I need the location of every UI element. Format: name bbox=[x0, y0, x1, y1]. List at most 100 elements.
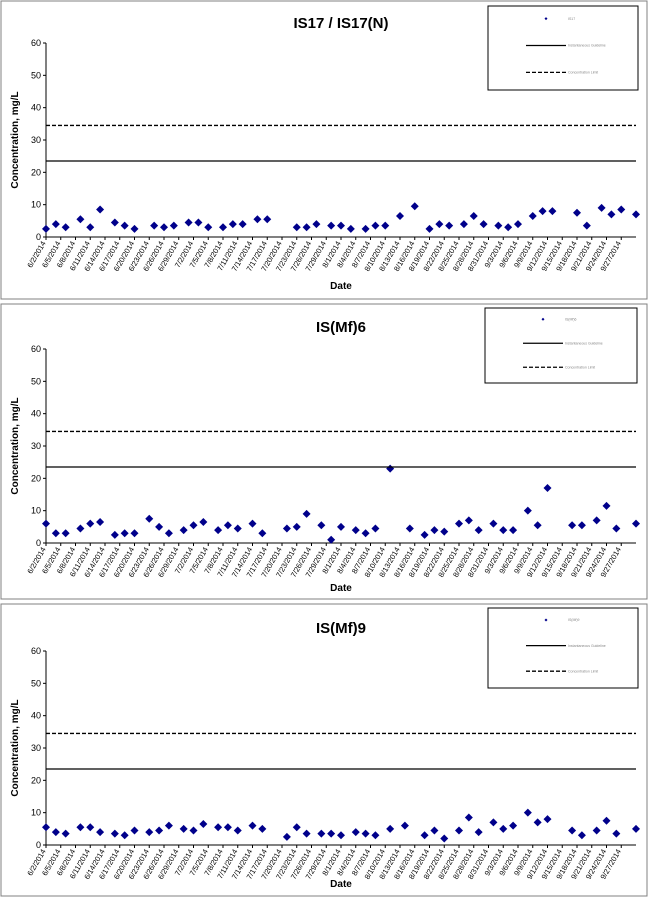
data-point bbox=[76, 524, 85, 533]
data-point bbox=[164, 821, 173, 830]
data-point bbox=[214, 526, 223, 535]
legend-box bbox=[487, 5, 639, 91]
chart-title: IS(Mf)6 bbox=[316, 319, 366, 336]
data-point bbox=[110, 218, 119, 227]
data-point bbox=[223, 521, 232, 530]
data-point bbox=[337, 522, 345, 531]
legend-marker bbox=[544, 618, 548, 622]
data-point bbox=[445, 221, 454, 230]
data-point bbox=[194, 218, 203, 227]
data-point bbox=[61, 829, 70, 838]
data-point bbox=[120, 831, 129, 840]
data-point bbox=[425, 224, 434, 233]
y-tick-label: 30 bbox=[31, 135, 41, 145]
legend-label: IS(Mf)6 bbox=[565, 317, 577, 321]
data-point bbox=[337, 831, 345, 840]
data-point bbox=[400, 821, 409, 830]
y-axis-title: Concentration, mg/L bbox=[10, 397, 21, 494]
y-tick-label: 10 bbox=[31, 506, 41, 516]
data-point bbox=[538, 207, 547, 216]
x-axis-title: Date bbox=[330, 281, 352, 292]
data-point bbox=[302, 223, 311, 232]
data-point bbox=[548, 207, 557, 216]
data-point bbox=[337, 221, 345, 230]
data-point bbox=[76, 215, 85, 224]
data-point bbox=[51, 529, 60, 538]
data-point bbox=[577, 831, 586, 840]
data-point bbox=[386, 824, 395, 833]
y-tick-label: 40 bbox=[31, 409, 41, 419]
data-point bbox=[292, 823, 301, 832]
data-point bbox=[96, 205, 105, 214]
data-point bbox=[253, 215, 262, 224]
data-point bbox=[61, 223, 70, 232]
data-point bbox=[523, 808, 532, 817]
legend-box bbox=[484, 307, 638, 384]
data-point bbox=[607, 210, 616, 219]
data-point bbox=[110, 829, 119, 838]
data-point bbox=[440, 527, 449, 536]
data-point bbox=[86, 519, 95, 528]
data-point bbox=[632, 210, 640, 219]
data-point bbox=[533, 818, 542, 827]
data-point bbox=[155, 826, 164, 835]
y-tick-label: 60 bbox=[31, 38, 41, 48]
data-point bbox=[632, 519, 640, 528]
data-point bbox=[464, 516, 473, 525]
data-point bbox=[455, 519, 463, 528]
data-point bbox=[440, 834, 449, 843]
data-point bbox=[96, 828, 105, 837]
data-point bbox=[282, 832, 291, 841]
data-point bbox=[499, 526, 508, 535]
data-point bbox=[592, 826, 601, 835]
data-point bbox=[130, 529, 139, 538]
data-point bbox=[189, 826, 198, 835]
y-tick-label: 20 bbox=[31, 167, 41, 177]
data-point bbox=[528, 211, 537, 220]
legend: IS17 Instantaneous Guideline Concentration… bbox=[487, 5, 639, 91]
data-point bbox=[396, 211, 404, 220]
data-point bbox=[568, 521, 577, 530]
data-point bbox=[504, 223, 513, 232]
data-point bbox=[42, 519, 50, 528]
y-tick-label: 10 bbox=[31, 200, 41, 210]
legend: IS(Mf)6 Instantaneous Guideline Concentrat… bbox=[484, 307, 638, 384]
y-tick-label: 50 bbox=[31, 678, 41, 688]
data-point bbox=[346, 224, 355, 233]
data-point bbox=[96, 517, 105, 526]
legend-label: Concentration Limit bbox=[568, 71, 598, 75]
data-point bbox=[361, 224, 370, 233]
data-point bbox=[381, 221, 390, 230]
data-point bbox=[405, 524, 414, 533]
data-point bbox=[155, 522, 164, 531]
data-point bbox=[543, 484, 552, 493]
data-point bbox=[184, 218, 193, 227]
y-tick-label: 40 bbox=[31, 711, 41, 721]
data-point bbox=[51, 828, 60, 837]
chart-title: IS17 / IS17(N) bbox=[293, 15, 388, 32]
chart-title: IS(Mf)9 bbox=[316, 620, 366, 637]
data-point bbox=[302, 509, 311, 518]
data-point bbox=[361, 529, 370, 538]
data-point bbox=[248, 821, 257, 830]
data-point bbox=[219, 223, 227, 232]
data-point bbox=[632, 824, 640, 833]
data-point bbox=[42, 224, 50, 233]
data-point bbox=[592, 516, 601, 525]
y-tick-label: 50 bbox=[31, 70, 41, 80]
legend-box bbox=[487, 607, 639, 689]
y-tick-label: 20 bbox=[31, 473, 41, 483]
data-point bbox=[248, 519, 257, 528]
data-point bbox=[42, 823, 50, 832]
y-axis-title: Concentration, mg/L bbox=[10, 91, 21, 188]
data-point bbox=[612, 829, 621, 838]
data-point bbox=[577, 521, 586, 530]
data-point bbox=[371, 831, 380, 840]
legend-marker bbox=[544, 17, 548, 21]
data-point bbox=[430, 526, 439, 535]
data-point bbox=[179, 526, 188, 535]
y-tick-label: 0 bbox=[36, 840, 41, 850]
data-point bbox=[489, 519, 498, 528]
data-point bbox=[573, 208, 581, 217]
